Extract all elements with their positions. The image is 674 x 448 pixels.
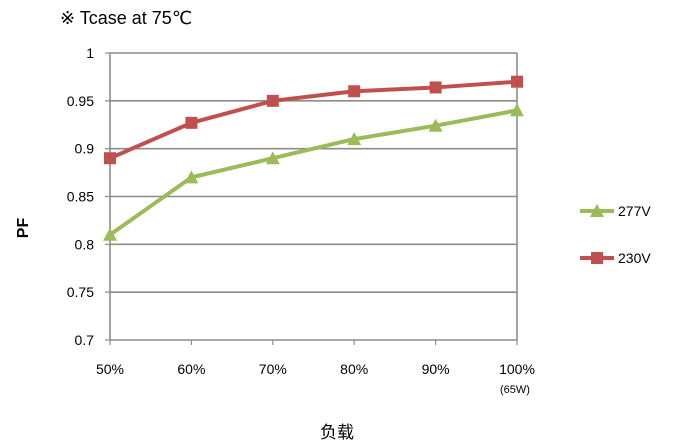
y-tick-label: 0.85	[67, 189, 94, 205]
series-line	[109, 79, 518, 161]
data-point	[348, 85, 361, 98]
x-tick-label: 80%	[340, 361, 368, 377]
data-point	[428, 118, 443, 132]
data-point	[510, 103, 524, 117]
y-axis-label: PF	[15, 218, 32, 239]
y-tick-label: 1	[86, 45, 94, 61]
x-axis-ticks: 50% 60% 70% 80% 90% 100%	[96, 361, 535, 377]
data-point	[266, 94, 279, 107]
data-point	[185, 116, 198, 129]
data-point	[265, 151, 280, 165]
legend-label: 277V	[618, 203, 651, 219]
data-point	[511, 75, 523, 88]
y-tick-label: 0.7	[75, 332, 95, 348]
y-tick-label: 0.8	[75, 236, 95, 252]
y-tick-label: 0.95	[67, 93, 94, 109]
series-230V	[104, 75, 523, 165]
series-277V	[103, 103, 524, 241]
data-point	[429, 81, 442, 94]
x-tick-label: 60%	[177, 361, 205, 377]
legend-item-277V: 277V	[580, 203, 651, 219]
data-point	[104, 152, 116, 165]
series-line	[108, 108, 518, 237]
y-tick-label: 0.75	[67, 284, 94, 300]
data-point	[347, 132, 362, 146]
legend-marker	[591, 252, 603, 264]
x-tick-label: 100%	[499, 361, 535, 377]
data-series	[103, 75, 524, 241]
x-tick-label: 50%	[96, 361, 124, 377]
data-point	[103, 227, 117, 241]
chart-title: ※ Tcase at 75℃	[60, 8, 192, 28]
x-tick-note: (65W)	[500, 384, 530, 396]
x-tick-label: 90%	[422, 361, 450, 377]
legend-marker	[590, 204, 604, 217]
y-axis-ticks: 0.7 0.75 0.8 0.85 0.9 0.95 1	[67, 45, 94, 348]
legend-item-230V: 230V	[580, 250, 651, 266]
legend-label: 230V	[618, 250, 651, 266]
y-tick-label: 0.9	[75, 141, 95, 157]
data-point	[184, 170, 199, 184]
legend: 277V 230V	[580, 203, 651, 266]
x-tick-label: 70%	[259, 361, 287, 377]
x-axis-label: 负载	[320, 423, 354, 443]
